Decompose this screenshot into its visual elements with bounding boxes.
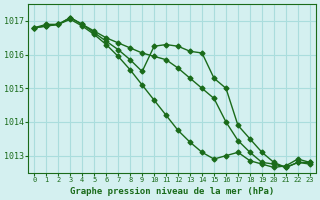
X-axis label: Graphe pression niveau de la mer (hPa): Graphe pression niveau de la mer (hPa) xyxy=(70,187,274,196)
